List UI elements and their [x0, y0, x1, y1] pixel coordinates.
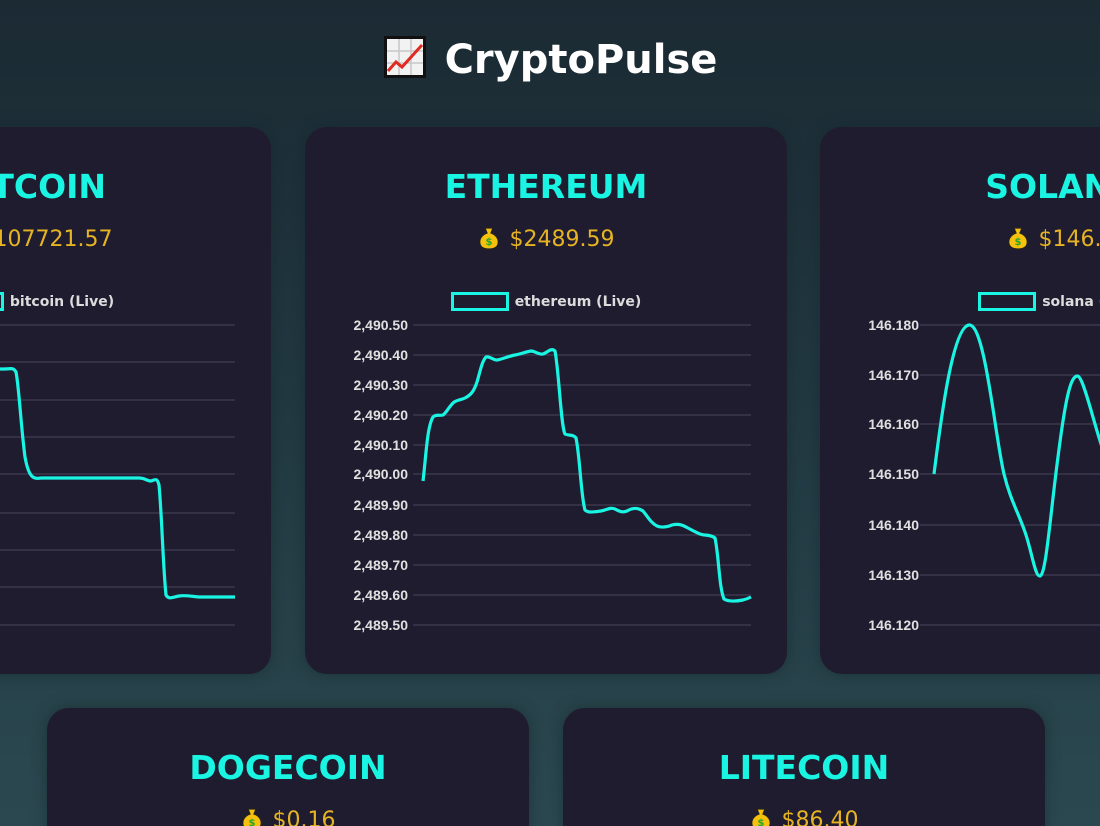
- coin-name: DOGECOIN: [189, 748, 387, 787]
- svg-text:$: $: [485, 237, 492, 248]
- svg-text:2,489.80: 2,489.80: [354, 527, 409, 543]
- price-chart: 2,490.50 2,490.40 2,490.30 2,490.20 2,49…: [354, 317, 752, 633]
- app-title: CryptoPulse: [444, 37, 718, 83]
- chart-legend[interactable]: bitcoin (Live): [0, 291, 271, 313]
- coin-name: BITCOIN: [0, 167, 107, 206]
- coin-card-solana: SOLANA $$146.1 solana (Live) 146.180 146…: [820, 127, 1100, 674]
- coin-card-dogecoin: DOGECOIN $ $0.16: [47, 708, 529, 826]
- coin-card-litecoin: LITECOIN $ $86.40: [563, 708, 1045, 826]
- svg-text:2,489.70: 2,489.70: [354, 557, 409, 573]
- coin-price: $ $86.40: [563, 806, 1045, 826]
- money-bag-icon: $: [241, 808, 262, 826]
- svg-text:146.160: 146.160: [868, 416, 919, 432]
- svg-text:146.120: 146.120: [868, 617, 919, 633]
- coin-price: $ $0.16: [47, 806, 529, 826]
- chart-increasing-icon: [383, 36, 426, 78]
- svg-text:146.140: 146.140: [868, 517, 919, 533]
- price-chart: 146.180 146.170 146.160 146.150 146.140 …: [868, 317, 1100, 633]
- svg-text:2,490.10: 2,490.10: [354, 437, 409, 453]
- coin-name: SOLANA: [985, 167, 1100, 206]
- legend-swatch: [450, 292, 509, 311]
- page-title: CryptoPulse: [0, 30, 1100, 90]
- svg-text:2,490.50: 2,490.50: [354, 317, 409, 333]
- svg-text:$: $: [1014, 237, 1021, 248]
- chart-legend[interactable]: solana (Live): [820, 291, 1100, 313]
- legend-swatch: [978, 292, 1037, 311]
- coin-name: LITECOIN: [718, 748, 890, 787]
- legend-swatch: [0, 292, 4, 311]
- y-axis-labels: 2,490.50 2,490.40 2,490.30 2,490.20 2,49…: [354, 317, 409, 633]
- coin-price: $$146.1: [820, 225, 1100, 255]
- svg-text:2,490.40: 2,490.40: [354, 347, 409, 363]
- coin-price: $ $2489.59: [305, 225, 787, 255]
- svg-text:$: $: [248, 818, 255, 826]
- svg-text:146.180: 146.180: [868, 317, 919, 333]
- svg-text:2,490.30: 2,490.30: [354, 377, 409, 393]
- y-axis-labels: 146.180 146.170 146.160 146.150 146.140 …: [868, 317, 919, 633]
- svg-text:2,489.90: 2,489.90: [354, 497, 409, 513]
- chart-legend[interactable]: ethereum (Live): [305, 291, 787, 313]
- svg-text:2,490.00: 2,490.00: [354, 466, 409, 482]
- svg-text:2,490.20: 2,490.20: [354, 407, 409, 423]
- svg-text:146.130: 146.130: [868, 567, 919, 583]
- money-bag-icon: $: [750, 808, 771, 826]
- coin-card-bitcoin: BITCOIN $$107721.57 bitcoin (Live): [0, 127, 271, 674]
- price-chart: [0, 324, 235, 626]
- coin-price: $$107721.57: [0, 227, 113, 252]
- money-bag-icon: $: [1007, 227, 1028, 250]
- svg-text:2,489.50: 2,489.50: [354, 617, 409, 633]
- coin-card-ethereum: ETHEREUM $ $2489.59 ethereum (Live) 2,490…: [305, 127, 787, 674]
- svg-text:2,489.60: 2,489.60: [354, 587, 409, 603]
- svg-text:146.170: 146.170: [868, 367, 919, 383]
- coin-name: ETHEREUM: [444, 167, 648, 206]
- svg-text:$: $: [757, 818, 764, 826]
- svg-text:146.150: 146.150: [868, 466, 919, 482]
- money-bag-icon: $: [478, 227, 499, 250]
